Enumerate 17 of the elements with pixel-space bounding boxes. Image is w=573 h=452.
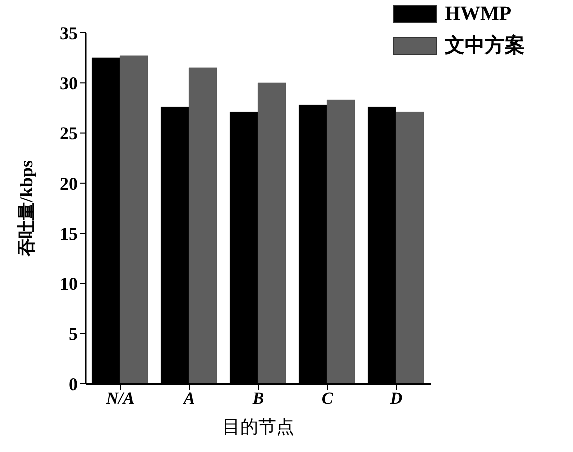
y-tick-label: 25 — [60, 124, 78, 144]
x-tick-label: C — [322, 389, 334, 408]
y-tick-label: 30 — [60, 74, 78, 94]
y-tick-label: 15 — [60, 224, 78, 244]
legend-label: 文中方案 — [445, 33, 525, 59]
y-tick-label: 5 — [69, 324, 78, 344]
x-tick-label: N/A — [105, 389, 135, 408]
x-axis-title: 目的节点 — [222, 416, 294, 437]
x-tick-label: D — [389, 389, 403, 408]
x-tick-label: B — [252, 389, 264, 408]
y-axis-title: 吞吐量/kbps — [16, 160, 36, 258]
y-tick-label: 35 — [60, 23, 78, 44]
y-tick-label: 0 — [69, 374, 78, 394]
y-tick-label: 20 — [60, 174, 78, 194]
legend-label: HWMP — [445, 2, 512, 27]
y-tick-label: 10 — [60, 274, 78, 294]
x-tick-label: A — [182, 389, 196, 408]
